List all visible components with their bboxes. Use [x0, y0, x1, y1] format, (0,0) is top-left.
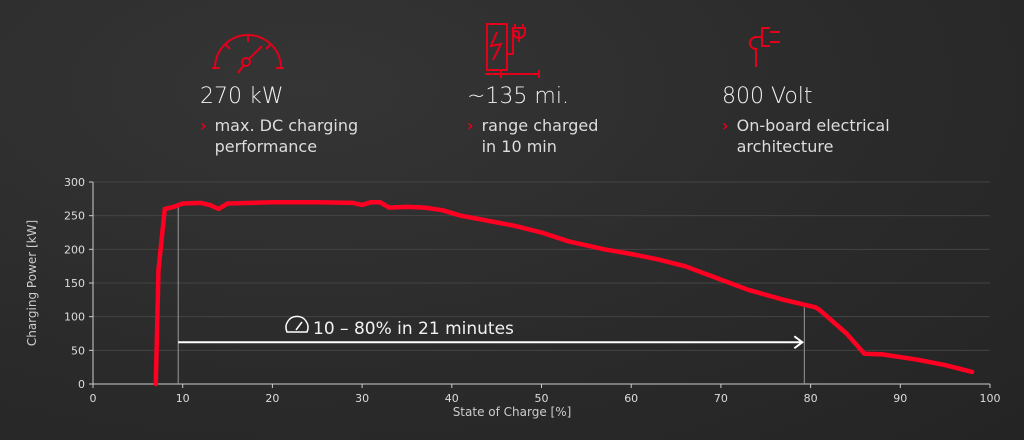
x-tick-label: 30 — [355, 392, 369, 405]
x-tick-label: 100 — [980, 392, 1001, 405]
feature-range: ~135 mi. › range charged in 10 min — [467, 20, 727, 157]
feature-desc: range charged — [481, 116, 599, 135]
annotation-text: 10 – 80% in 21 minutes — [313, 319, 514, 339]
chevron-right-icon: › — [467, 116, 474, 135]
feature-desc: in 10 min — [481, 137, 557, 156]
feature-voltage: 800 Volt › On-board electrical architectur… — [722, 20, 982, 157]
speedometer-icon — [285, 315, 309, 333]
chevron-right-icon: › — [200, 116, 207, 135]
feature-desc: architecture — [736, 137, 834, 156]
y-tick-label: 50 — [71, 344, 85, 357]
y-tick-label: 100 — [64, 311, 85, 324]
x-tick-label: 10 — [176, 392, 190, 405]
x-tick-label: 0 — [90, 392, 97, 405]
feature-value: ~135 mi. — [467, 84, 569, 109]
chevron-right-icon: › — [722, 116, 729, 135]
feature-desc: performance — [214, 137, 318, 156]
feature-power: 270 kW › max. DC charging performance — [200, 20, 460, 157]
x-tick-label: 70 — [714, 392, 728, 405]
x-tick-label: 40 — [445, 392, 459, 405]
x-tick-label: 90 — [893, 392, 907, 405]
y-tick-label: 250 — [64, 210, 85, 223]
y-tick-label: 200 — [64, 243, 85, 256]
y-tick-label: 300 — [64, 176, 85, 189]
x-tick-label: 20 — [265, 392, 279, 405]
y-axis-label: Charging Power [kW] — [25, 220, 39, 346]
feature-desc: On-board electrical — [736, 116, 890, 135]
charging-station-icon — [467, 20, 727, 80]
y-tick-label: 150 — [64, 277, 85, 290]
x-tick-label: 80 — [804, 392, 818, 405]
x-axis-label: State of Charge [%] — [453, 405, 572, 419]
feature-desc: max. DC charging — [214, 116, 359, 135]
x-tick-label: 60 — [624, 392, 638, 405]
charging-power-line — [153, 199, 975, 387]
feature-value: 800 Volt — [722, 84, 813, 109]
x-tick-label: 50 — [535, 392, 549, 405]
speedometer-icon-dial — [285, 315, 309, 333]
plug-icon — [722, 20, 982, 80]
feature-value: 270 kW — [200, 84, 284, 109]
speedometer-icon-needle — [295, 321, 303, 331]
arrow-head-icon — [793, 335, 804, 350]
speedometer-icon — [200, 20, 460, 80]
y-tick-label: 0 — [78, 378, 85, 391]
